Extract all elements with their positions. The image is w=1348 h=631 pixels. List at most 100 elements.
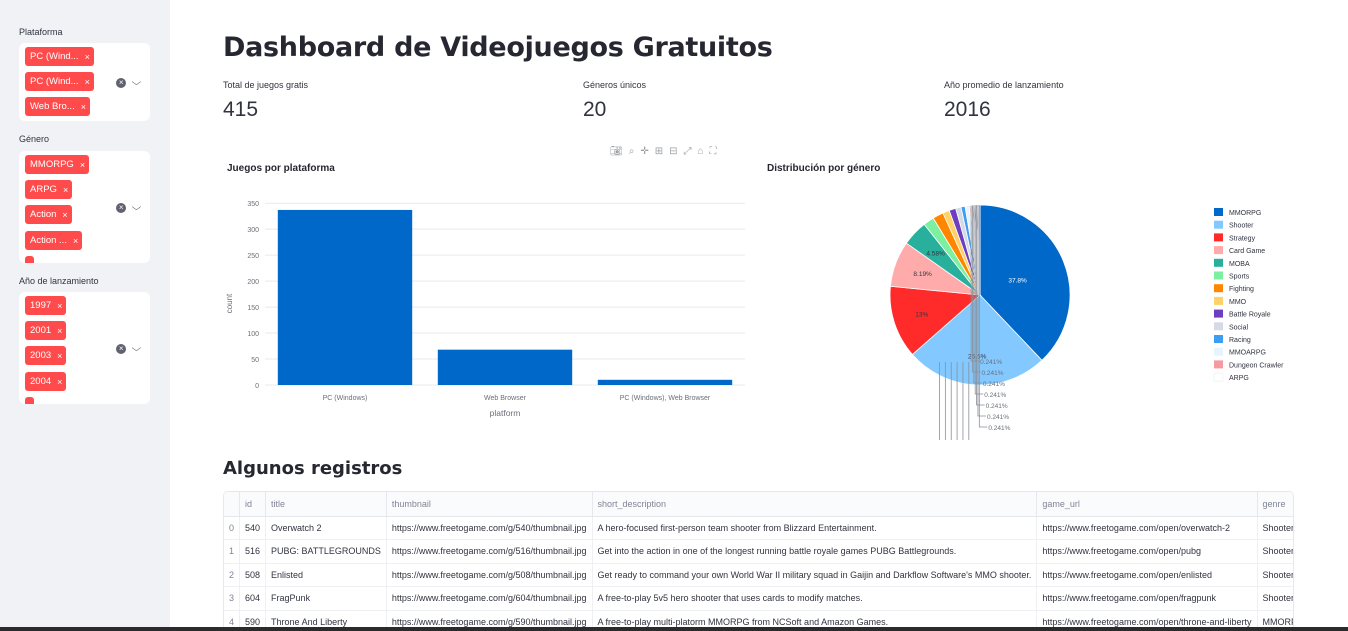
clear-icon[interactable]: × xyxy=(116,78,126,88)
tag-year-3: 2004 × xyxy=(25,372,66,391)
autoscale-icon[interactable]: ⤢ xyxy=(683,146,691,157)
pan-icon[interactable]: ✛ xyxy=(640,146,648,157)
y-tick-label: 0 xyxy=(255,383,259,390)
zoom-icon[interactable]: ⌕ xyxy=(629,146,635,157)
slice-label-outside: 0.241% xyxy=(983,381,1005,388)
y-tick-label: 150 xyxy=(247,305,259,312)
table-cell: https://www.freetogame.com/g/516/thumbna… xyxy=(386,540,592,564)
table-row[interactable]: 2 508 Enlisted https://www.freetogame.com/g… xyxy=(224,563,1294,587)
remove-tag-icon[interactable]: × xyxy=(57,301,62,311)
tag-label: PC (Wind... xyxy=(30,51,79,62)
chart-modebar: 📷︎ ⌕ ✛ ⊞ ⊟ ⤢ ⌂ ⛶ xyxy=(610,146,717,157)
remove-tag-icon[interactable]: × xyxy=(62,210,67,220)
multiselect-controls: × ⌵ xyxy=(116,343,140,354)
chevron-down-icon[interactable]: ⌵ xyxy=(132,77,142,88)
table-cell: Get into the action in one of the longes… xyxy=(592,540,1037,564)
page-title: Dashboard de Videojuegos Gratuitos xyxy=(223,32,773,63)
zoom-out-icon[interactable]: ⊟ xyxy=(669,146,677,157)
tag-label: Action ... xyxy=(30,235,67,246)
platform-multiselect[interactable]: PC (Wind... × PC (Wind... × Web Bro... × × … xyxy=(19,43,150,121)
chevron-down-icon[interactable]: ⌵ xyxy=(132,202,142,213)
legend-item: Strategy xyxy=(1229,235,1256,242)
remove-tag-icon[interactable]: × xyxy=(63,185,68,195)
multiselect-controls: × ⌵ xyxy=(116,202,140,213)
table-cell: 0 xyxy=(224,516,240,540)
bar xyxy=(598,380,732,385)
genre-multiselect[interactable]: MMORPG × ARPG × Action × Action ... × × ⌵ xyxy=(19,151,150,263)
tag-year-1: 2001 × xyxy=(25,321,66,340)
column-header[interactable]: title xyxy=(266,492,387,516)
remove-tag-icon[interactable]: × xyxy=(81,102,86,112)
column-header[interactable]: genre xyxy=(1257,492,1294,516)
x-tick-label: PC (Windows), Web Browser xyxy=(620,395,711,402)
legend-swatch xyxy=(1214,284,1223,292)
table-cell: FragPunk xyxy=(266,587,387,611)
slice-label: 8.19% xyxy=(913,271,932,278)
camera-icon[interactable]: 📷︎ xyxy=(610,146,623,157)
metric-value: 2016 xyxy=(944,98,1064,122)
legend-item: Shooter xyxy=(1229,223,1254,230)
slice-label-outside: 0.241% xyxy=(988,425,1010,432)
remove-tag-icon[interactable]: × xyxy=(85,52,90,62)
metric-value: 20 xyxy=(583,98,646,122)
records-heading: Algunos registros xyxy=(223,458,402,479)
table-row[interactable]: 3 604 FragPunk https://www.freetogame.com/g… xyxy=(224,587,1294,611)
remove-tag-icon[interactable]: × xyxy=(57,351,62,361)
y-tick-label: 100 xyxy=(247,331,259,338)
remove-tag-icon[interactable]: × xyxy=(57,377,62,387)
clear-icon[interactable]: × xyxy=(116,344,126,354)
column-header[interactable]: id xyxy=(240,492,266,516)
slice-label: 13% xyxy=(915,311,928,318)
table-cell: https://www.freetogame.com/open/pubg xyxy=(1037,540,1257,564)
tag-label: 1997 xyxy=(30,300,51,311)
column-header[interactable]: game_url xyxy=(1037,492,1257,516)
table-cell: Shooter xyxy=(1257,540,1294,564)
legend-item: ARPG xyxy=(1229,375,1249,382)
metric-label: Año promedio de lanzamiento xyxy=(944,80,1064,90)
records-grid: id title thumbnail short_description game_ur… xyxy=(224,492,1294,631)
y-tick-label: 350 xyxy=(247,201,259,208)
legend-swatch xyxy=(1214,259,1223,267)
year-multiselect[interactable]: 1997 × 2001 × 2003 × 2004 × × ⌵ xyxy=(19,292,150,404)
remove-tag-icon[interactable]: × xyxy=(57,326,62,336)
table-cell: Overwatch 2 xyxy=(266,516,387,540)
main-content: Dashboard de Videojuegos Gratuitos Total… xyxy=(170,0,1348,631)
table-cell: https://www.freetogame.com/open/enlisted xyxy=(1037,563,1257,587)
table-row[interactable]: 0 540 Overwatch 2 https://www.freetogame.co… xyxy=(224,516,1294,540)
column-header[interactable]: short_description xyxy=(592,492,1037,516)
table-cell: https://www.freetogame.com/open/overwatc… xyxy=(1037,516,1257,540)
records-table[interactable]: id title thumbnail short_description game_ur… xyxy=(223,491,1294,631)
tag-platform-1: PC (Wind... × xyxy=(25,72,94,91)
table-cell: PUBG: BATTLEGROUNDS xyxy=(266,540,387,564)
column-header[interactable]: thumbnail xyxy=(386,492,592,516)
x-tick-label: PC (Windows) xyxy=(323,395,368,402)
clear-icon[interactable]: × xyxy=(116,203,126,213)
remove-tag-icon[interactable]: × xyxy=(85,77,90,87)
fullscreen-icon[interactable]: ⛶ xyxy=(710,146,717,157)
bar xyxy=(438,350,572,385)
legend-item: Dungeon Crawler xyxy=(1229,362,1284,369)
tag-label: PC (Wind... xyxy=(30,76,79,87)
tag-label: 2001 xyxy=(30,325,51,336)
remove-tag-icon[interactable]: × xyxy=(80,160,85,170)
table-header-row: id title thumbnail short_description game_ur… xyxy=(224,492,1294,516)
bar-chart-title: Juegos por plataforma xyxy=(227,163,335,174)
tag-year-overflow xyxy=(25,397,34,404)
legend-swatch xyxy=(1214,297,1223,305)
legend-item: Social xyxy=(1229,324,1249,331)
sidebar: Plataforma PC (Wind... × PC (Wind... × Web… xyxy=(0,0,170,631)
legend-item: MMOARPG xyxy=(1229,350,1266,357)
column-header[interactable] xyxy=(224,492,240,516)
legend-item: MMORPG xyxy=(1229,210,1261,217)
legend-swatch xyxy=(1214,272,1223,280)
slice-label-outside: 0.241% xyxy=(984,392,1006,399)
slice-label-outside: 0.241% xyxy=(986,403,1008,410)
table-row[interactable]: 1 516 PUBG: BATTLEGROUNDS https://www.freet… xyxy=(224,540,1294,564)
home-icon[interactable]: ⌂ xyxy=(697,146,703,157)
x-axis-label: platform xyxy=(490,408,521,418)
zoom-in-icon[interactable]: ⊞ xyxy=(655,146,663,157)
tag-label: Action xyxy=(30,209,56,220)
remove-tag-icon[interactable]: × xyxy=(73,236,78,246)
chevron-down-icon[interactable]: ⌵ xyxy=(132,343,142,354)
y-tick-label: 200 xyxy=(247,279,259,286)
